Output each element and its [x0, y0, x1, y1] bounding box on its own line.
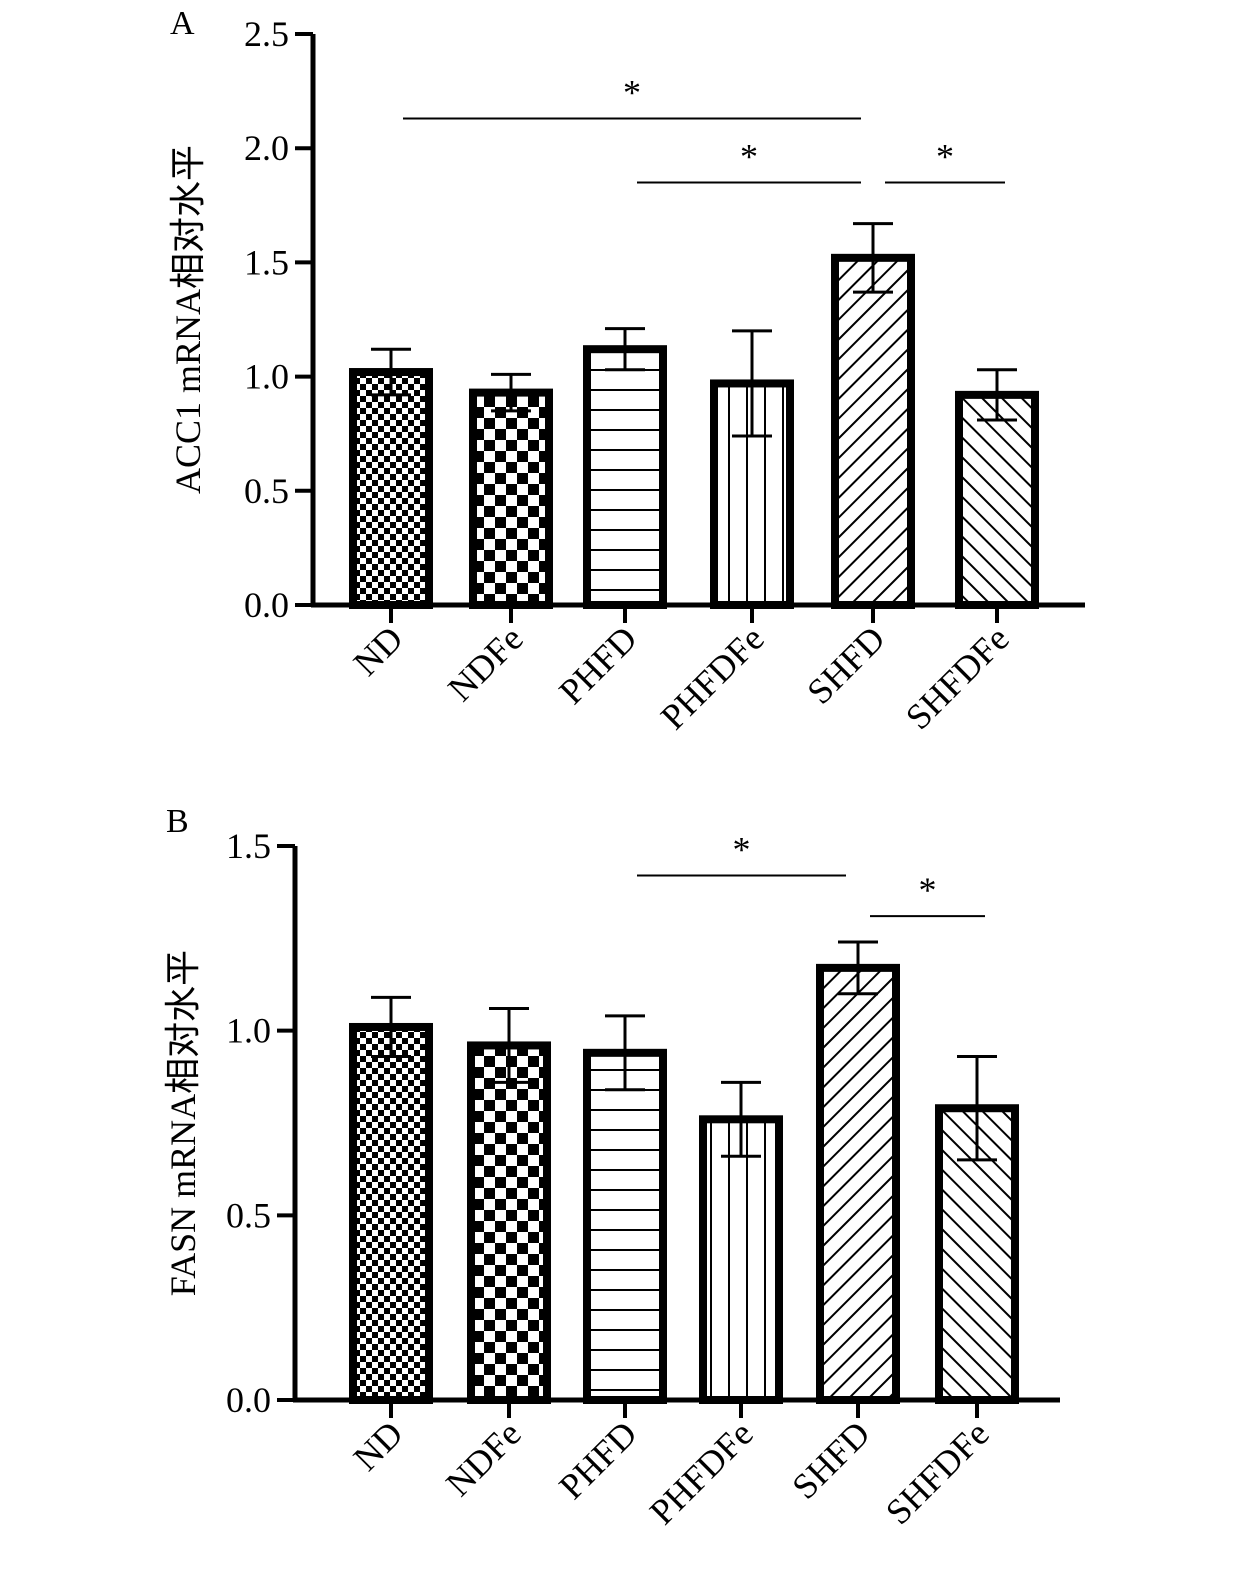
x-tick-label-phfdfe: PHFDFe — [653, 618, 772, 737]
x-tick-label-shfd: SHFD — [784, 1413, 877, 1506]
x-tick-label-phfd: PHFD — [551, 1413, 644, 1506]
significance-star: * — [623, 73, 641, 113]
x-tick-label-phfdfe: PHFDFe — [642, 1413, 761, 1532]
x-tick-label-ndfe: NDFe — [440, 618, 531, 709]
bar-nd — [349, 368, 433, 610]
bar-phfdfe — [699, 1115, 783, 1404]
y-axis-title: ACC1 mRNA相对水平 — [168, 145, 208, 494]
x-tick-label-ndfe: NDFe — [438, 1413, 529, 1504]
y-tick-label: 1.0 — [226, 1011, 271, 1051]
x-tick-label-shfdfe: SHFDFe — [898, 618, 1017, 737]
bar-ndfe — [469, 388, 553, 610]
significance-star: * — [733, 830, 751, 870]
bar-ndfe — [467, 1041, 551, 1404]
significance-star: * — [936, 136, 954, 176]
y-tick-label: 0.5 — [244, 471, 289, 511]
x-tick-label-nd: ND — [346, 1413, 411, 1478]
x-tick-label-shfd: SHFD — [799, 618, 892, 711]
significance-star: * — [919, 870, 937, 910]
bar-shfd — [816, 963, 900, 1404]
x-tick-label-phfd: PHFD — [551, 618, 644, 711]
y-tick-label: 2.5 — [244, 14, 289, 54]
y-tick-label: 0.0 — [226, 1380, 271, 1420]
panel-label-b: B — [166, 803, 189, 840]
y-tick-label: 2.0 — [244, 128, 289, 168]
significance-star: * — [740, 136, 758, 176]
bar-shfd — [831, 253, 915, 609]
bar-phfd — [583, 345, 667, 609]
x-tick-label-shfdfe: SHFDFe — [878, 1413, 997, 1532]
y-tick-label: 0.0 — [244, 585, 289, 625]
bar-phfd — [583, 1048, 667, 1404]
y-axis-title: FASN mRNA相对水平 — [163, 950, 203, 1296]
bar-shfdfe — [955, 390, 1039, 610]
y-tick-label: 1.5 — [244, 242, 289, 282]
y-tick-label: 0.5 — [226, 1195, 271, 1235]
x-tick-label-nd: ND — [346, 618, 411, 683]
y-tick-label: 1.0 — [244, 357, 289, 397]
chart-panel-b: 0.0 0.5 1.0 1.5 FASN mRNA相对水平 ND NDFe PHFDPHFDF… — [163, 826, 1060, 1532]
y-tick-label: 1.5 — [226, 826, 271, 866]
bar-nd — [349, 1022, 433, 1405]
panel-label-a: A — [170, 5, 195, 42]
